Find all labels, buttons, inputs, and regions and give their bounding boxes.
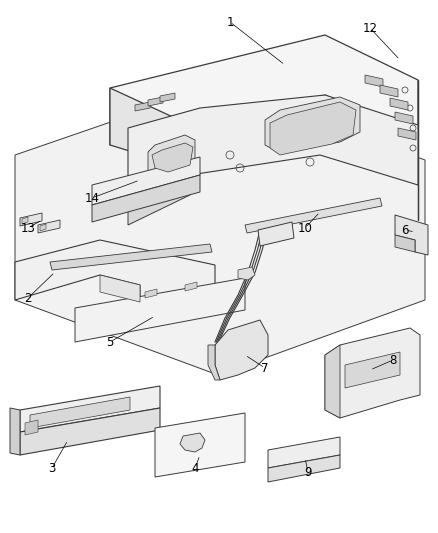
Polygon shape <box>25 420 38 435</box>
Polygon shape <box>180 433 205 452</box>
Polygon shape <box>160 93 175 102</box>
Polygon shape <box>325 345 340 418</box>
Polygon shape <box>268 437 340 468</box>
Text: 1: 1 <box>226 15 234 28</box>
Polygon shape <box>110 35 418 145</box>
Polygon shape <box>208 345 220 380</box>
Text: 14: 14 <box>85 191 99 205</box>
Polygon shape <box>185 282 197 291</box>
Polygon shape <box>145 289 157 298</box>
Polygon shape <box>215 320 268 380</box>
Text: 9: 9 <box>304 465 312 479</box>
Polygon shape <box>20 213 42 226</box>
Polygon shape <box>20 408 160 455</box>
Polygon shape <box>258 222 294 246</box>
Polygon shape <box>152 143 193 172</box>
Polygon shape <box>365 75 383 87</box>
Polygon shape <box>128 95 418 205</box>
Polygon shape <box>100 275 140 302</box>
Polygon shape <box>135 102 150 111</box>
Polygon shape <box>238 267 255 280</box>
Polygon shape <box>270 102 356 155</box>
Polygon shape <box>15 240 215 310</box>
Polygon shape <box>380 85 398 97</box>
Polygon shape <box>110 88 175 165</box>
Polygon shape <box>155 413 245 477</box>
Text: 6: 6 <box>401 223 409 237</box>
Polygon shape <box>38 220 60 233</box>
Text: 2: 2 <box>24 292 32 304</box>
Polygon shape <box>20 386 160 432</box>
Polygon shape <box>92 157 200 205</box>
Polygon shape <box>390 98 408 110</box>
Polygon shape <box>22 217 28 224</box>
Polygon shape <box>92 175 200 222</box>
Polygon shape <box>395 112 413 124</box>
Text: 4: 4 <box>191 462 199 474</box>
Polygon shape <box>268 455 340 482</box>
Polygon shape <box>245 198 382 233</box>
Text: 13: 13 <box>21 222 35 235</box>
Text: 8: 8 <box>389 353 397 367</box>
Polygon shape <box>30 397 130 428</box>
Text: 12: 12 <box>363 21 378 35</box>
Polygon shape <box>325 328 420 418</box>
Text: 7: 7 <box>261 361 269 375</box>
Polygon shape <box>40 224 46 231</box>
Text: 10: 10 <box>297 222 312 235</box>
Polygon shape <box>395 235 415 252</box>
Polygon shape <box>345 352 400 388</box>
Polygon shape <box>15 85 425 375</box>
Polygon shape <box>265 97 360 153</box>
Polygon shape <box>75 278 245 342</box>
Polygon shape <box>128 175 190 225</box>
Text: 5: 5 <box>106 335 114 349</box>
Polygon shape <box>148 135 195 178</box>
Polygon shape <box>10 408 20 455</box>
Polygon shape <box>395 215 428 255</box>
Text: 3: 3 <box>48 462 56 474</box>
Polygon shape <box>398 128 416 140</box>
Polygon shape <box>148 97 163 106</box>
Polygon shape <box>50 244 212 270</box>
